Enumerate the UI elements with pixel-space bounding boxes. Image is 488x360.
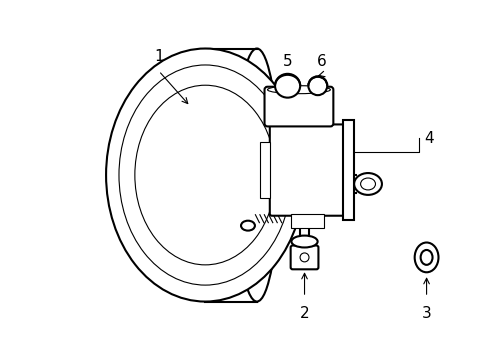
Text: 5: 5 [282,54,292,69]
Text: 4: 4 [424,131,433,146]
Bar [343,121,353,220]
FancyBboxPatch shape [290,246,318,269]
FancyBboxPatch shape [264,87,333,126]
Ellipse shape [267,86,330,94]
Ellipse shape [414,243,438,272]
Ellipse shape [420,250,432,265]
Ellipse shape [353,173,381,195]
Ellipse shape [360,178,375,190]
FancyBboxPatch shape [269,125,345,216]
Text: 1: 1 [154,49,163,64]
Ellipse shape [241,221,254,231]
Ellipse shape [308,76,326,95]
Text: 3: 3 [421,306,430,321]
Ellipse shape [235,49,278,302]
Text: 6: 6 [316,54,325,69]
Ellipse shape [274,74,300,98]
Text: 2: 2 [299,306,309,321]
Ellipse shape [106,49,304,302]
Ellipse shape [291,235,317,247]
Bar [291,214,323,228]
Bar [259,142,269,198]
